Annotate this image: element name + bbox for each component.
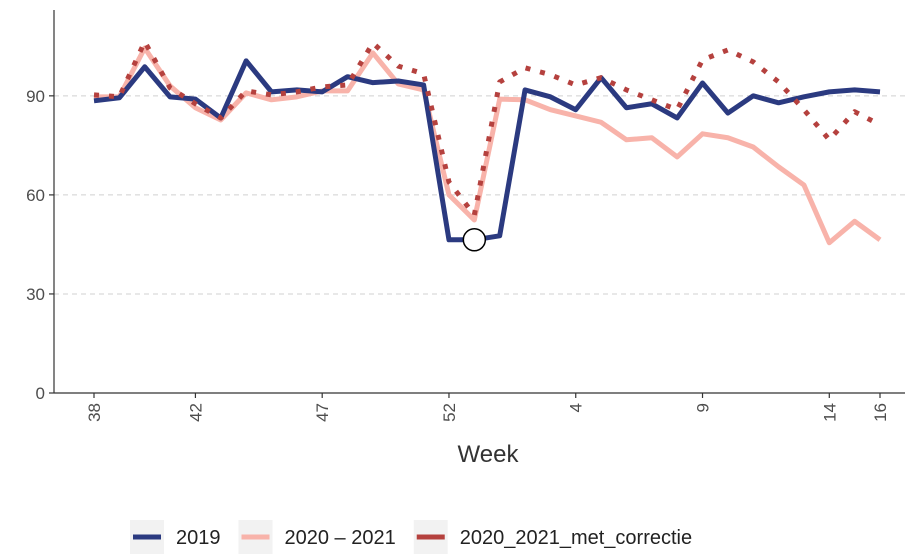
x-axis-title: Week — [458, 441, 520, 468]
y-tick-label: 0 — [36, 384, 45, 403]
x-tick-label: 14 — [820, 403, 839, 422]
x-tick-label: 9 — [694, 403, 713, 412]
y-tick-label: 60 — [26, 186, 45, 205]
legend-label: 2020 – 2021 — [285, 527, 396, 549]
highlight-marker — [462, 228, 487, 252]
x-tick-label: 16 — [871, 403, 890, 422]
x-tick-label: 38 — [85, 403, 104, 422]
x-tick-label: 47 — [313, 403, 332, 422]
x-tick-label: 52 — [440, 403, 459, 422]
x-tick-label: 4 — [567, 403, 586, 412]
legend-label: 2020_2021_met_correctie — [460, 527, 692, 549]
series-line — [94, 45, 882, 246]
series-line — [93, 39, 882, 218]
x-tick-label: 42 — [186, 403, 205, 422]
y-tick-label: 30 — [26, 285, 45, 304]
series-line — [93, 58, 881, 243]
legend-label: 2019 — [176, 527, 221, 549]
y-tick-label: 90 — [26, 87, 45, 106]
